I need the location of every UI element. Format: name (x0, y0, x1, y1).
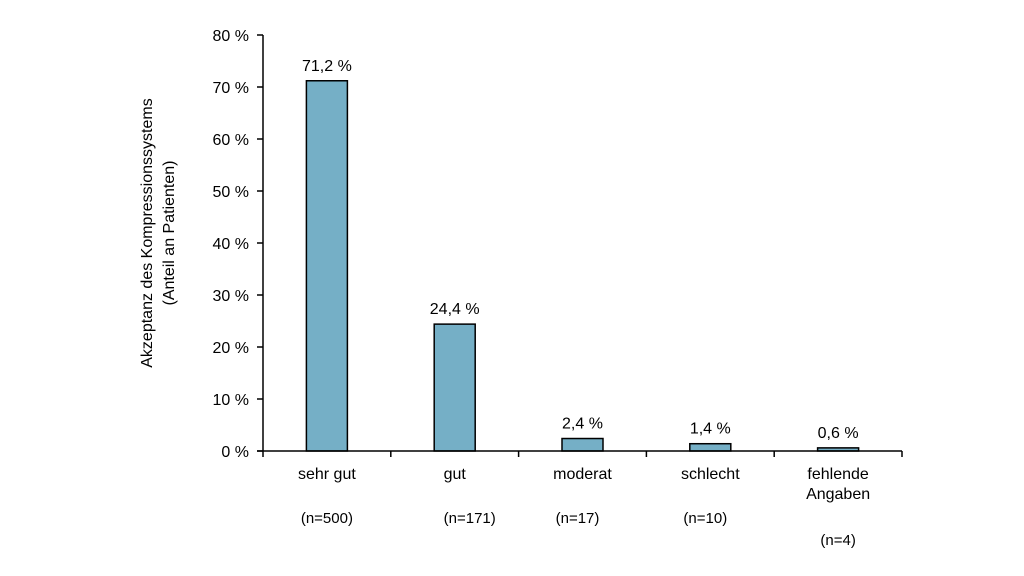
x-category-label: gut (444, 466, 467, 483)
sample-size-label: (n=500) (301, 510, 353, 527)
sample-size-label: (n=171) (444, 510, 496, 527)
bars (305, 80, 860, 452)
axes (257, 35, 903, 457)
y-axis-title: Akzeptanz des Kompressionssystems (Anteil… (139, 98, 178, 367)
bar-value-label: 71,2 % (302, 58, 352, 75)
bar (305, 80, 349, 452)
y-tick-label: 40 % (213, 236, 249, 253)
y-tick-label: 0 % (221, 444, 249, 461)
sample-size-labels: (n=500) (n=171) (n=17) (n=10) (n=4) (301, 510, 856, 549)
y-tick-label: 60 % (213, 132, 249, 149)
bar-value-label: 2,4 % (562, 416, 603, 433)
x-category-label: moderat (553, 466, 612, 483)
bar-value-label: 24,4 % (430, 301, 480, 318)
bar (561, 437, 604, 452)
y-tick-label: 20 % (213, 340, 249, 357)
x-category-label: Angaben (806, 486, 870, 503)
x-category-label: schlecht (681, 466, 740, 483)
bar (433, 323, 476, 452)
y-axis-title-line: Akzeptanz des Kompressionssystems (139, 98, 156, 367)
x-category-label: sehr gut (298, 466, 356, 483)
sample-size-label: (n=17) (556, 510, 600, 527)
y-tick-label: 10 % (213, 392, 249, 409)
x-category-label: fehlende (807, 466, 868, 483)
bar-value-label: 1,4 % (690, 421, 731, 438)
y-tick-label: 30 % (213, 288, 249, 305)
bar (689, 442, 732, 452)
y-tick-label: 70 % (213, 80, 249, 97)
y-axis-ticks: 0 % 10 % 20 % 30 % 40 % 50 % 60 % 70 % 80 % (213, 28, 263, 461)
y-axis-title-line: (Anteil an Patienten) (161, 161, 178, 306)
sample-size-label: (n=4) (820, 532, 855, 549)
data-labels: 71,2 % 24,4 % 2,4 % 1,4 % 0,6 % (302, 58, 859, 442)
bar-value-label: 0,6 % (818, 425, 859, 442)
x-axis-categories: sehr gut gut moderat schlecht fehlende Angabe… (298, 466, 870, 503)
y-tick-label: 80 % (213, 28, 249, 45)
y-tick-label: 50 % (213, 184, 249, 201)
sample-size-label: (n=10) (683, 510, 727, 527)
